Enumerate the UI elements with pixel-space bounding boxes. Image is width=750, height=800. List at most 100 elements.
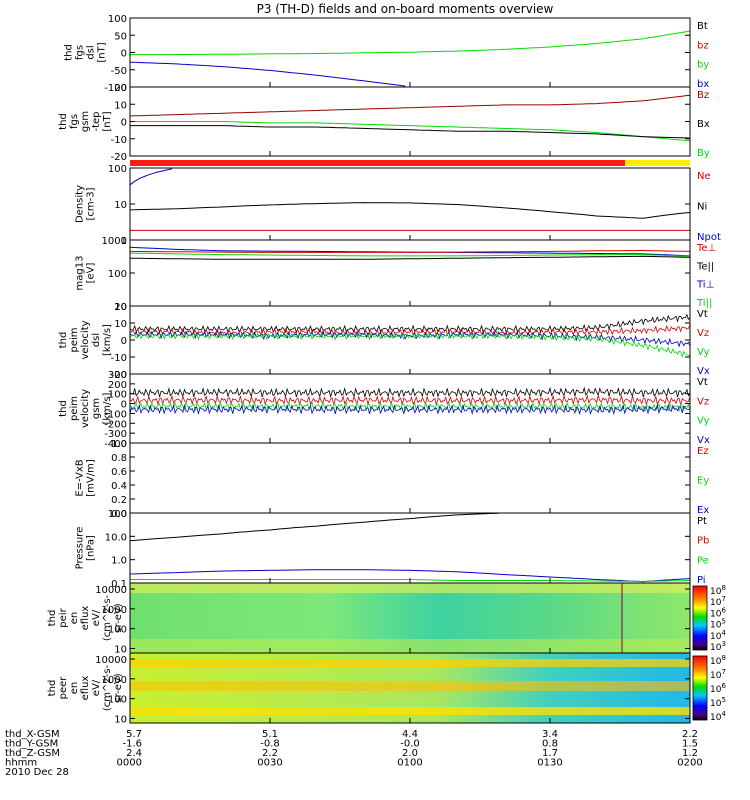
peim_dsl-ylabel-line: peim — [69, 327, 80, 352]
temperature-legend-0: Te⊥ — [696, 243, 716, 254]
temperature-frame — [129, 239, 691, 307]
footer-row-value: 0200 — [677, 758, 702, 769]
temperature-legend-1: Te|| — [696, 261, 714, 272]
density-ylabel-line: [cm-3] — [86, 187, 97, 220]
footer-row-value: 2.0 — [402, 748, 418, 759]
peer_flux-ylabel-line: (cm^2-s- — [102, 664, 113, 711]
peim_dsl-legend-2: Vy — [697, 347, 710, 358]
peer_flux-colorbar-tick: 108 — [710, 654, 726, 667]
panel-pressure: Pt Pb Pe Pi 100 10.0 1.0 0.1 Pressure [nPa] — [75, 509, 710, 590]
footer-row-value: 5.7 — [126, 729, 142, 740]
efield-ytick-label: 0.6 — [111, 467, 127, 478]
peir_flux-ytick-label: 1000 — [102, 605, 127, 616]
fgs_gsm-ylabel-line: thd — [58, 113, 69, 130]
fgs_gsm-legend-0: Bz — [697, 90, 709, 101]
status-bar-yellow — [625, 160, 690, 166]
fgs_dsl-ytick-label: 50 — [114, 31, 127, 42]
peim_gsm-ylabel-line: gsm — [91, 398, 102, 419]
fgs_dsl-ylabel-line: dsl — [86, 45, 97, 59]
temperature-series-1 — [129, 250, 691, 253]
footer-row-value: 2.2 — [262, 748, 278, 759]
fgs_gsm-ytick-label: 0 — [121, 118, 127, 129]
peim_gsm-legend-2: Vy — [697, 416, 710, 427]
peim_dsl-ylabel-line: dsl — [91, 333, 102, 347]
peim_dsl-legend-0: Vt — [697, 309, 708, 320]
footer-row-value: 1.7 — [542, 748, 558, 759]
temperature-series-3 — [129, 255, 691, 260]
efield-ytick-label: 0.0 — [111, 509, 127, 520]
pressure-legend-1: Pb — [697, 536, 709, 547]
peim_dsl-ylabel-line: velocity — [80, 320, 91, 359]
panel-fgs_dsl: Bt bz by bx 100 50 0 -50 -100 thd fgs dsl [nT] — [64, 14, 710, 94]
peim_gsm-legend-3: Vx — [697, 435, 710, 446]
density-legend-2: Npot — [697, 232, 721, 243]
density-ytick-label: 10 — [114, 200, 127, 211]
pressure-ytick-label: 1.0 — [111, 556, 127, 567]
fgs_gsm-ytick-label: -10 — [111, 135, 127, 146]
peir_flux-ylabel-line: (cm^2-s- — [102, 594, 113, 641]
peim_gsm-legend-1: Vz — [697, 396, 709, 407]
pressure-legend-0: Pt — [697, 516, 707, 527]
peir_flux-ytick-label: 100 — [108, 625, 127, 636]
fgs_gsm-series-1 — [130, 121, 691, 142]
pressure-legend-2: Pe — [697, 555, 709, 566]
peim_gsm-ytick-label: 100 — [108, 390, 127, 401]
peer_flux-colorbar-tick: 104 — [710, 710, 726, 723]
peim_dsl-legend-3: Vx — [697, 366, 710, 377]
peim_gsm-ytick-label: 300 — [108, 370, 127, 381]
footer-row-value: -0.8 — [260, 739, 280, 750]
peim_gsm-ytick-label: -100 — [104, 409, 127, 420]
peim_gsm-ytick-label: -400 — [104, 439, 127, 450]
temperature-ylabel-line: mag13 — [75, 256, 86, 291]
temperature-ytick-label: 100 — [108, 269, 127, 280]
peer_flux-colorbar-tick: 105 — [710, 696, 726, 709]
peer_flux-ytick-label: 10 — [114, 715, 127, 726]
fgs_gsm-legend-1: Bx — [697, 119, 710, 130]
footer-row-value: 3.4 — [542, 729, 558, 740]
efield-ytick-label: 1.0 — [111, 439, 127, 450]
peim_dsl-series-0 — [129, 313, 691, 334]
peer_flux-ytick-label: 100 — [108, 695, 127, 706]
peer_flux-band-3 — [130, 707, 690, 715]
fgs_gsm-ylabel-line: [nT] — [102, 111, 113, 131]
temperature-series-2 — [129, 252, 691, 257]
peim_dsl-ytick-label: 20 — [114, 302, 127, 313]
figure-title: P3 (TH-D) fields and on-board moments ov… — [257, 2, 554, 16]
peim_gsm-ylabel-line: peim — [69, 396, 80, 421]
fgs_dsl-ylabel-line: fgs — [75, 45, 86, 60]
peim_gsm-series-1 — [129, 393, 691, 407]
peim_gsm-ytick-label: 0 — [121, 400, 127, 411]
efield-ytick-label: 0.4 — [111, 481, 127, 492]
panel-efield: Ez Ey Ex 1.0 0.8 0.6 0.4 0.2 0.0 E=-VxB [mV/m] — [75, 439, 710, 520]
pressure-legend-3: Pi — [697, 575, 706, 586]
fgs_dsl-legend-3: bx — [697, 79, 709, 90]
density-series-0 — [129, 202, 691, 219]
peer_flux-ylabel-line: peer — [58, 676, 69, 700]
peim_gsm-series-0 — [129, 386, 691, 399]
peim_dsl-ytick-label: 0 — [121, 336, 127, 347]
fgs_dsl-ylabel-line: thd — [64, 44, 75, 61]
fgs_gsm-series-2 — [130, 125, 691, 139]
density-ytick-label: 100 — [108, 164, 127, 175]
footer-row-value: 5.1 — [262, 729, 278, 740]
footer-row-value: 1.2 — [682, 748, 698, 759]
peir_flux-ylabel-line: eflux — [80, 606, 91, 631]
footer-row-label: hhmm — [5, 758, 37, 769]
peer_flux-ylabel-line: en — [69, 682, 80, 695]
peer_flux-colorbar — [692, 655, 708, 721]
fgs_dsl-ytick-label: 100 — [108, 14, 127, 25]
peim_dsl-series-3 — [129, 331, 691, 358]
footer-row-value: 0030 — [257, 758, 282, 769]
fgs_dsl-legend-1: bz — [697, 40, 709, 51]
efield-ylabel-line: E=-VxB — [75, 459, 86, 496]
density-legend-1: Ni — [697, 201, 707, 212]
pressure-ytick-label: 10.0 — [105, 532, 127, 543]
peim_dsl-ylabel-line: [km/s] — [102, 324, 113, 356]
pressure-ylabel-line: [nPa] — [86, 535, 97, 561]
peer_flux-ytick-label: 10000 — [95, 655, 127, 666]
fgs_gsm-ytick-label: -20 — [111, 152, 127, 163]
